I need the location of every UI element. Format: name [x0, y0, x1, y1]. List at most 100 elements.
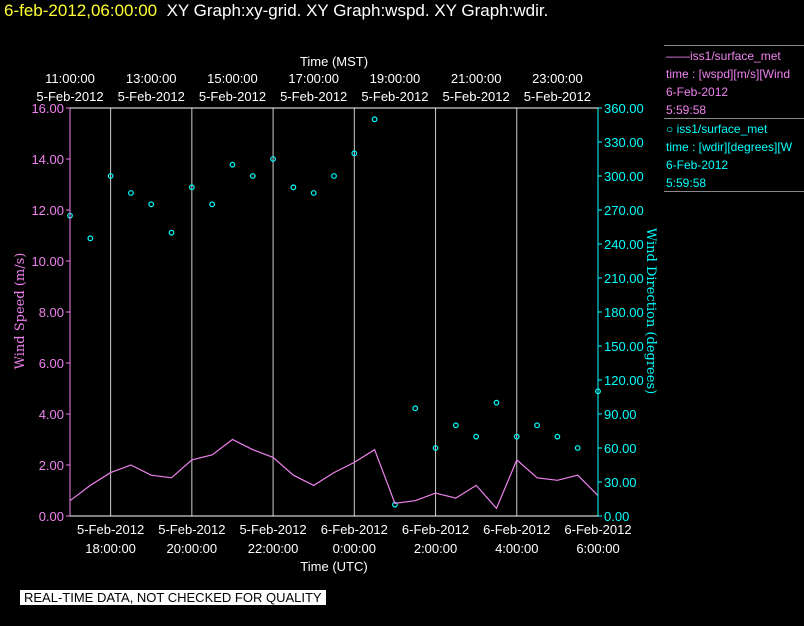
legend-separator-bottom: [664, 191, 804, 192]
wdir-point-19: [452, 422, 459, 429]
right-tick-label-11: 330.00: [604, 135, 644, 150]
top-tick-time-4: 19:00:00: [370, 71, 421, 86]
right-tick-label-10: 300.00: [604, 169, 644, 184]
bottom-tick-date-6: 6-Feb-2012: [564, 522, 631, 537]
bottom-tick-time-4: 2:00:00: [414, 541, 457, 556]
wdir-point-23: [534, 422, 540, 429]
right-tick-label-8: 240.00: [604, 237, 644, 252]
right-tick-label-1: 30.00: [604, 475, 637, 490]
legend-wdir: ○ iss1/surface_met time : [wdir][degrees…: [666, 120, 804, 192]
wdir-point-11: [290, 184, 297, 191]
top-tick-date-1: 5-Feb-2012: [118, 89, 185, 104]
legend-wspd-name: ——iss1/surface_met: [666, 49, 781, 63]
bottom-tick-time-0: 18:00:00: [85, 541, 136, 556]
x-axis-label-bottom: Time (UTC): [300, 559, 367, 574]
left-tick-label-8: 16.00: [31, 101, 64, 116]
wdir-point-10: [270, 156, 276, 162]
y-axis-label-right: Wind Direction (degrees): [643, 228, 658, 394]
wdir-point-8: [229, 161, 236, 168]
bottom-tick-date-2: 5-Feb-2012: [239, 522, 306, 537]
bottom-tick-date-1: 5-Feb-2012: [158, 522, 225, 537]
right-tick-label-4: 120.00: [604, 373, 644, 388]
legend-wspd-time: 5:59:58: [666, 103, 707, 117]
legend-wdir-field: time : [wdir][degrees][W: [666, 140, 793, 154]
wdir-point-25: [574, 445, 581, 451]
bottom-tick-time-3: 0:00:00: [333, 541, 376, 556]
wdir-point-5: [168, 229, 175, 236]
wdir-point-7: [209, 201, 216, 208]
legend-wspd-field: time : [wspd][m/s][Wind: [666, 67, 791, 81]
bottom-tick-time-6: 6:00:00: [576, 541, 619, 556]
top-tick-time-1: 13:00:00: [126, 71, 177, 86]
left-tick-label-0: 0.00: [39, 509, 64, 524]
bottom-tick-time-2: 22:00:00: [248, 541, 299, 556]
tick-labels: 0.00 2.00 4.00 6.00 8.00 10.00 12.00 14.00 16.00…: [31, 71, 643, 556]
right-tick-label-0: 0.00: [604, 509, 629, 524]
wspd-series: [69, 438, 599, 510]
left-tick-label-7: 14.00: [31, 152, 64, 167]
wdir-series: [67, 116, 601, 508]
wspd-line: [69, 438, 599, 510]
top-tick-time-0: 11:00:00: [45, 71, 95, 86]
bottom-tick-date-4: 6-Feb-2012: [402, 522, 469, 537]
top-tick-time-5: 21:00:00: [451, 71, 502, 86]
right-tick-label-3: 90.00: [604, 407, 637, 422]
top-tick-date-5: 5-Feb-2012: [443, 89, 510, 104]
right-tick-label-5: 150.00: [604, 339, 644, 354]
bottom-tick-date-3: 6-Feb-2012: [321, 522, 388, 537]
wdir-point-14: [351, 150, 358, 157]
header-titles: XY Graph:xy-grid. XY Graph:wspd. XY Grap…: [166, 1, 549, 20]
left-tick-label-2: 4.00: [39, 407, 64, 422]
wdir-point-4: [148, 201, 155, 208]
wdir-point-1: [87, 235, 94, 242]
left-tick-label-6: 12.00: [31, 203, 64, 218]
header-timestamp: 6-feb-2012,06:00:00: [4, 1, 158, 20]
wdir-point-9: [249, 173, 256, 179]
right-tick-label-7: 210.00: [604, 271, 644, 286]
bottom-tick-time-5: 4:00:00: [495, 541, 538, 556]
right-tick-label-2: 60.00: [604, 441, 637, 456]
top-tick-date-4: 5-Feb-2012: [361, 89, 428, 104]
left-tick-label-3: 6.00: [39, 356, 64, 371]
wdir-point-6: [188, 184, 195, 191]
legend-wdir-time: 5:59:58: [666, 176, 707, 190]
top-tick-date-0: 5-Feb-2012: [36, 89, 103, 104]
right-tick-label-9: 270.00: [604, 203, 644, 218]
grid: [110, 108, 518, 516]
wdir-point-2: [107, 173, 114, 179]
x-axis-label-top: Time (MST): [300, 54, 368, 69]
left-tick-label-4: 8.00: [39, 305, 64, 320]
top-tick-date-2: 5-Feb-2012: [199, 89, 266, 104]
wdir-point-17: [412, 405, 419, 412]
bottom-tick-date-0: 5-Feb-2012: [77, 522, 144, 537]
left-tick-label-5: 10.00: [31, 254, 64, 269]
legend-wspd-date: 6-Feb-2012: [666, 85, 729, 99]
legend-wdir-name: ○ iss1/surface_met: [666, 122, 768, 136]
legend-separator-mid: [664, 118, 804, 119]
legend-wdir-date: 6-Feb-2012: [666, 158, 729, 172]
legend-separator-top: [664, 45, 804, 46]
top-tick-time-2: 15:00:00: [207, 71, 258, 86]
y-axis-label-left: Wind Speed (m/s): [13, 253, 28, 370]
bottom-tick-date-5: 6-Feb-2012: [483, 522, 550, 537]
wdir-point-24: [554, 433, 561, 440]
wdir-point-3: [128, 190, 134, 196]
quality-warning: REAL-TIME DATA, NOT CHECKED FOR QUALITY: [20, 590, 326, 605]
wdir-point-12: [310, 190, 317, 196]
wdir-point-22: [513, 433, 520, 440]
wdir-point-13: [331, 173, 337, 179]
top-tick-date-3: 5-Feb-2012: [280, 89, 347, 104]
wdir-point-18: [432, 445, 439, 451]
wdir-point-20: [473, 433, 480, 440]
top-tick-time-3: 17:00:00: [288, 71, 339, 86]
left-tick-label-1: 2.00: [39, 458, 64, 473]
right-tick-label-6: 180.00: [604, 305, 644, 320]
top-tick-time-6: 23:00:00: [532, 71, 583, 86]
header: 6-feb-2012,06:00:00 XY Graph:xy-grid. XY…: [4, 1, 548, 21]
wind-chart: 0.00 2.00 4.00 6.00 8.00 10.00 12.00 14.00 16.00…: [13, 54, 658, 574]
right-tick-label-12: 360.00: [604, 101, 644, 116]
wdir-point-21: [493, 399, 500, 406]
bottom-tick-time-1: 20:00:00: [167, 541, 218, 556]
wdir-point-15: [371, 116, 378, 123]
axes: [66, 107, 602, 517]
